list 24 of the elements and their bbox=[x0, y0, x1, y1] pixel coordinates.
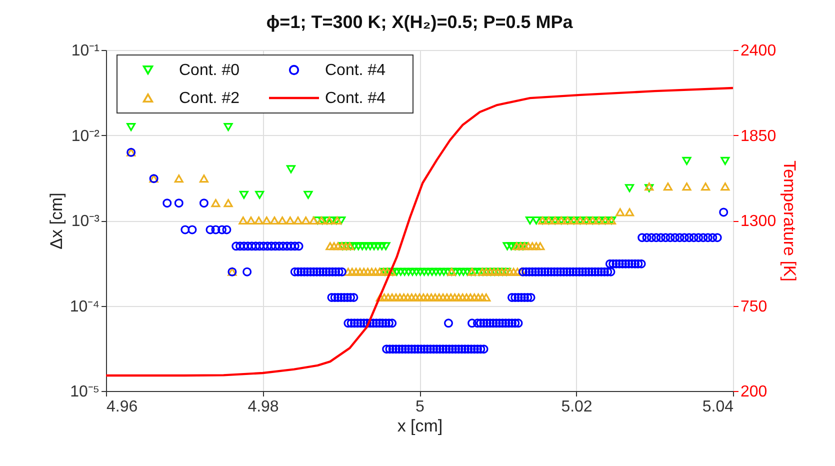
x-tick-label: 5.04 bbox=[702, 398, 734, 416]
y2-tick-label: 2400 bbox=[740, 42, 776, 60]
legend-label: Cont. #0 bbox=[179, 62, 240, 79]
y2-tick-label: 200 bbox=[740, 384, 768, 400]
legend-label: Cont. #2 bbox=[179, 90, 240, 107]
x-tick-label: 5 bbox=[416, 398, 425, 416]
x-axis-title: x [cm] bbox=[397, 416, 443, 436]
chart-title: ϕ=1; T=300 K; X(H₂)=0.5; P=0.5 MPa bbox=[266, 12, 574, 32]
x-tick-label: 5.02 bbox=[561, 398, 592, 416]
x-tick-label: 4.98 bbox=[248, 398, 279, 416]
legend-label: Cont. #4 bbox=[325, 90, 386, 107]
y2-axis-title: Temperature [K] bbox=[780, 160, 800, 282]
y2-tick-label: 1850 bbox=[740, 128, 776, 145]
y2-tick-label: 1300 bbox=[740, 213, 776, 230]
y-tick-label: 10⁻¹ bbox=[71, 42, 100, 60]
y-tick-label: 10⁻⁵ bbox=[70, 384, 100, 400]
y-tick-label: 10⁻⁴ bbox=[70, 298, 100, 316]
line-series bbox=[106, 86, 733, 377]
y2-tick-label: 750 bbox=[740, 298, 768, 316]
x-tick-label: 4.96 bbox=[106, 398, 138, 416]
y-tick-label: 10⁻³ bbox=[71, 213, 100, 230]
y-axis-title: Δx [cm] bbox=[46, 192, 66, 250]
y-tick-label: 10⁻² bbox=[71, 128, 100, 145]
legend-label: Cont. #4 bbox=[325, 62, 386, 79]
